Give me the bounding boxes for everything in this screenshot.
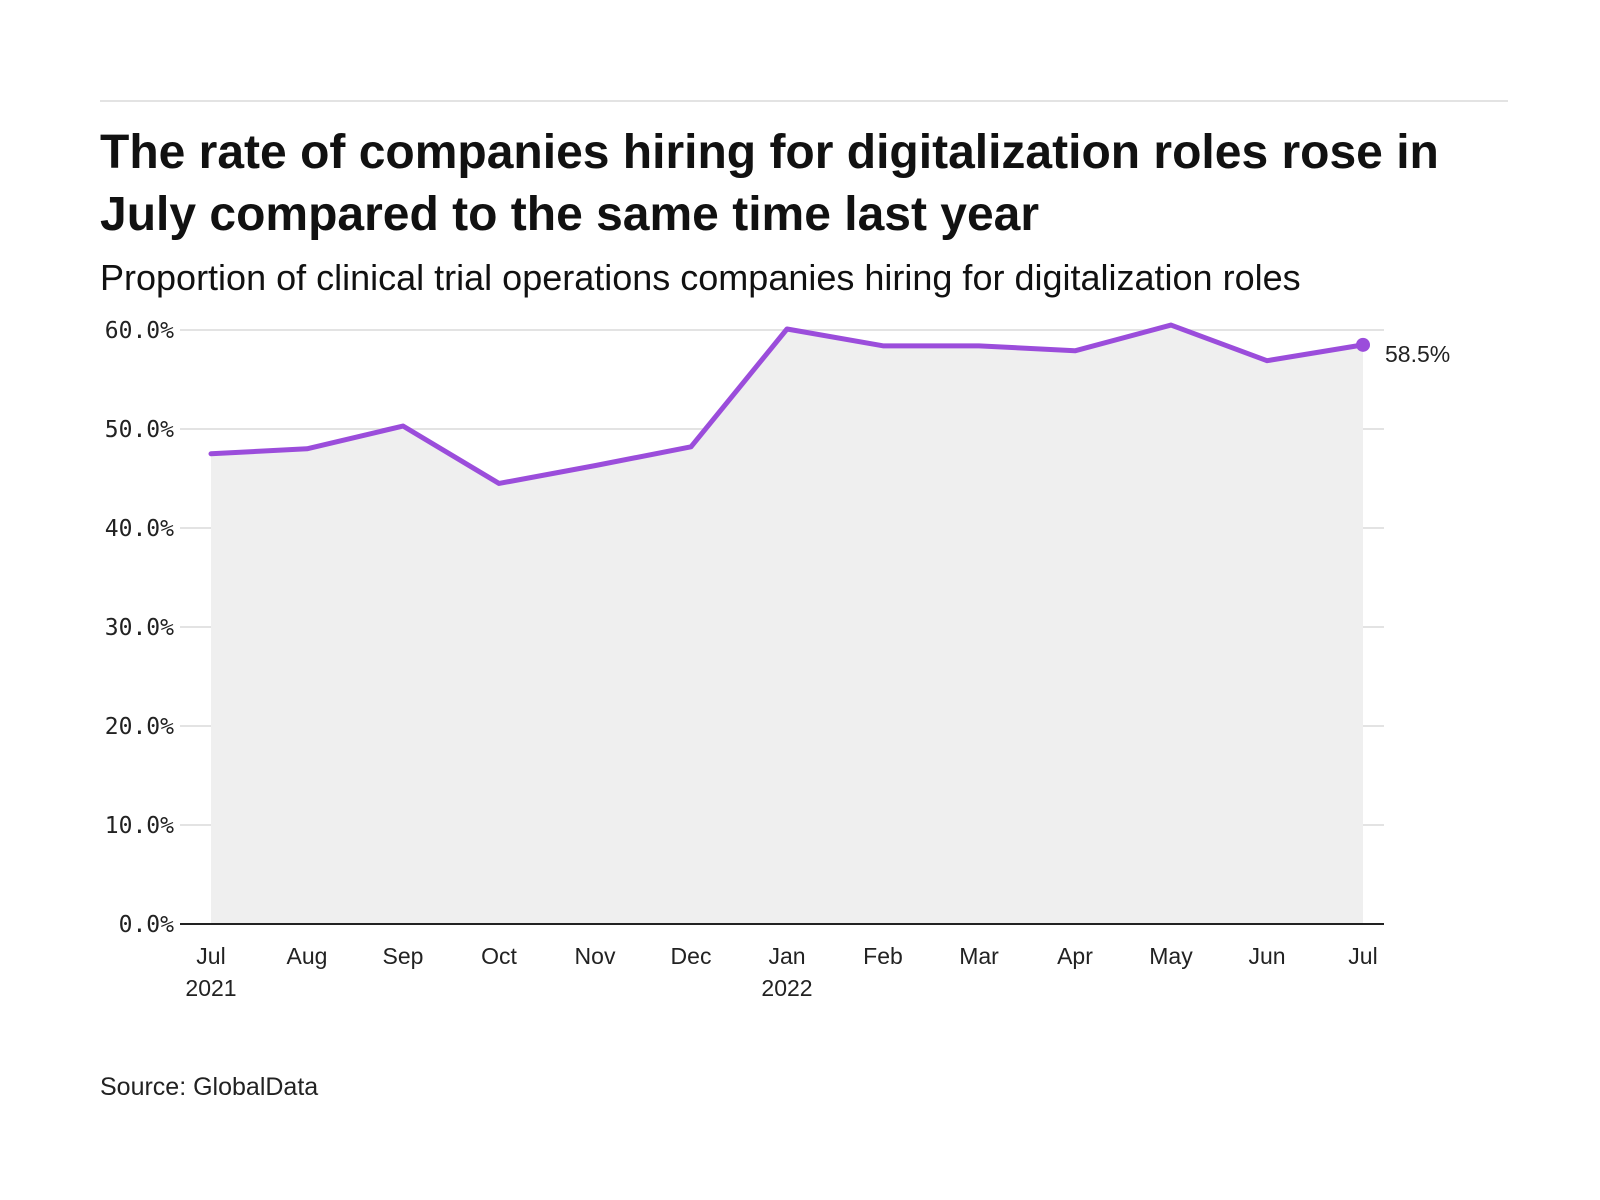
y-tick-label: 50.0%: [105, 417, 174, 443]
x-tick-label: Feb: [863, 943, 903, 969]
x-tick-label: Jan: [768, 943, 805, 969]
data-point: [400, 423, 406, 429]
chart-subtitle: Proportion of clinical trial operations …: [100, 257, 1301, 298]
source-note: Source: GlobalData: [100, 1073, 319, 1101]
x-tick-label: Aug: [287, 943, 328, 969]
series-line: [208, 322, 1366, 486]
data-point: [208, 451, 214, 457]
top-divider: [100, 100, 1508, 102]
x-tick-year-label: 2021: [185, 975, 236, 1001]
chart-title: The rate of companies hiring for digital…: [100, 126, 1439, 241]
data-point: [976, 343, 982, 349]
data-point: [1264, 358, 1270, 364]
x-tick-label: May: [1149, 943, 1193, 969]
series-area: [211, 325, 1363, 924]
data-point: [496, 480, 502, 486]
x-tick-label: Mar: [959, 943, 999, 969]
data-point: [592, 463, 598, 469]
x-tick-label: Nov: [575, 943, 616, 969]
data-point: [1168, 322, 1174, 328]
y-axis-tick-labels: 0.0% 10.0% 20.0% 30.0% 40.0% 50.0% 60.0%: [105, 318, 174, 938]
x-tick-year-label: 2022: [761, 975, 812, 1001]
x-tick-label: Dec: [671, 943, 712, 969]
x-tick-label: Oct: [481, 943, 517, 969]
x-tick-label: Sep: [383, 943, 424, 969]
data-point: [880, 343, 886, 349]
data-point: [784, 326, 790, 332]
data-point: [1072, 348, 1078, 354]
y-tick-label: 0.0%: [119, 912, 175, 938]
data-point: [304, 446, 310, 452]
y-tick-label: 60.0%: [105, 318, 174, 344]
x-axis-tick-labels: Jul 2021 Aug Sep Oct Nov Dec Jan 2022 Feb Mar Apr Ma…: [185, 943, 1377, 1001]
y-tick-label: 40.0%: [105, 516, 174, 542]
y-tick-label: 20.0%: [105, 714, 174, 740]
x-tick-label: Jun: [1248, 943, 1285, 969]
x-tick-label: Apr: [1057, 943, 1093, 969]
x-tick-label: Jul: [1348, 943, 1377, 969]
end-value-label: 58.5%: [1385, 341, 1450, 367]
end-point-marker: [1356, 337, 1370, 352]
data-point: [688, 444, 694, 450]
y-tick-label: 30.0%: [105, 615, 174, 641]
markers: 58.5%: [208, 322, 1450, 486]
x-tick-label: Jul: [196, 943, 225, 969]
y-tick-label: 10.0%: [105, 813, 174, 839]
